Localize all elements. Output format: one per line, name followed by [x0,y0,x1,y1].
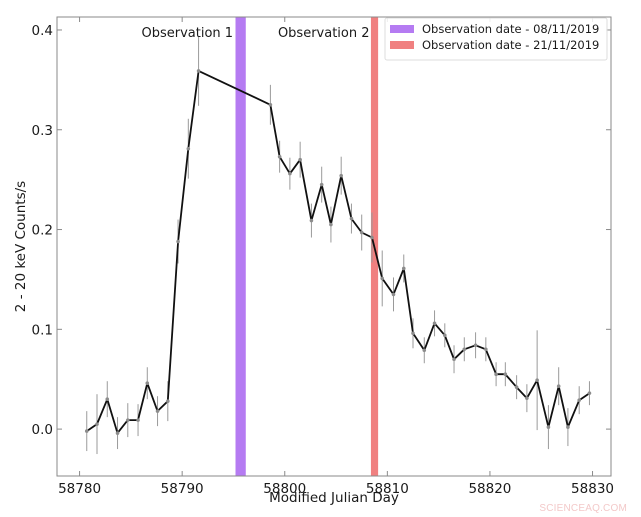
y-tick-label: 0.3 [32,123,53,139]
legend-label-observation-1: Observation date - 08/11/2019 [422,22,599,36]
observation-bands [235,17,379,476]
y-tick-label: 0.1 [32,322,53,338]
x-tick-label: 58820 [468,481,511,497]
data-point [432,321,437,326]
legend-swatch-red [390,41,414,49]
y-tick-label: 0.2 [32,223,53,239]
data-point [484,347,488,352]
data-point [288,171,292,176]
data-point [95,422,99,426]
legend-label-observation-2: Observation date - 21/11/2019 [422,38,599,52]
data-point [546,425,551,429]
x-axis-ticks: 58780 58790 58800 58810 58820 58830 [58,17,614,497]
y-tick-label: 0.0 [32,422,53,438]
data-point [359,230,364,235]
data-point [145,381,150,386]
data-point [166,399,170,403]
data-point [525,396,529,400]
data-point [115,431,120,435]
data-point [462,347,467,352]
x-tick-label: 58800 [263,481,306,497]
data-point [473,343,478,348]
plot-frame [56,16,612,477]
x-tick-label: 58810 [366,481,409,497]
data-point [503,372,508,377]
data-point [443,333,447,338]
data-point [196,69,201,73]
error-bars [86,35,590,455]
annotation-observation-1: Observation 1 [142,26,234,41]
legend-box [384,17,608,61]
data-point [514,385,519,389]
data-point [176,239,180,244]
data-point [587,391,592,395]
light-curve-line [86,70,591,435]
data-point [494,372,498,377]
data-point [309,218,314,223]
data-point [452,357,456,362]
x-tick-label: 58790 [161,481,204,497]
data-point [105,397,110,401]
data-point [339,173,343,178]
legend: Observation date - 08/11/2019 Observatio… [384,17,608,61]
observation-band-1 [235,17,246,476]
data-point [277,154,282,159]
observation-annotations: Observation 1 Observation 2 [142,26,370,41]
data-point [577,398,581,402]
annotation-observation-2: Observation 2 [278,26,370,41]
y-axis-ticks: 0.0 0.1 0.2 0.3 0.4 [32,23,611,438]
data-point [155,409,160,413]
data-point [391,292,396,297]
y-tick-label: 0.4 [32,23,53,39]
data-point [186,146,191,151]
data-point [401,266,406,271]
data-point [125,418,130,422]
data-point [535,378,539,383]
data-point [84,429,89,433]
data-point [319,182,324,187]
data-point [329,222,333,227]
data-point [380,276,385,281]
data-point [370,235,374,240]
data-point [136,418,140,422]
y-axis-label: 2 - 20 keV Counts/s [13,181,29,312]
data-point [349,216,354,221]
data-point [556,384,561,388]
legend-swatch-purple [390,25,414,33]
watermark: SCIENCEAQ.COM [539,503,627,514]
x-axis-label: Modified Julian Day [269,490,399,506]
data-point [422,348,427,353]
data-point [268,103,273,107]
data-point [566,425,570,429]
data-points [84,69,592,435]
data-point [411,331,415,336]
data-point [298,157,302,162]
x-tick-label: 58830 [571,481,614,497]
x-tick-label: 58780 [58,481,101,497]
